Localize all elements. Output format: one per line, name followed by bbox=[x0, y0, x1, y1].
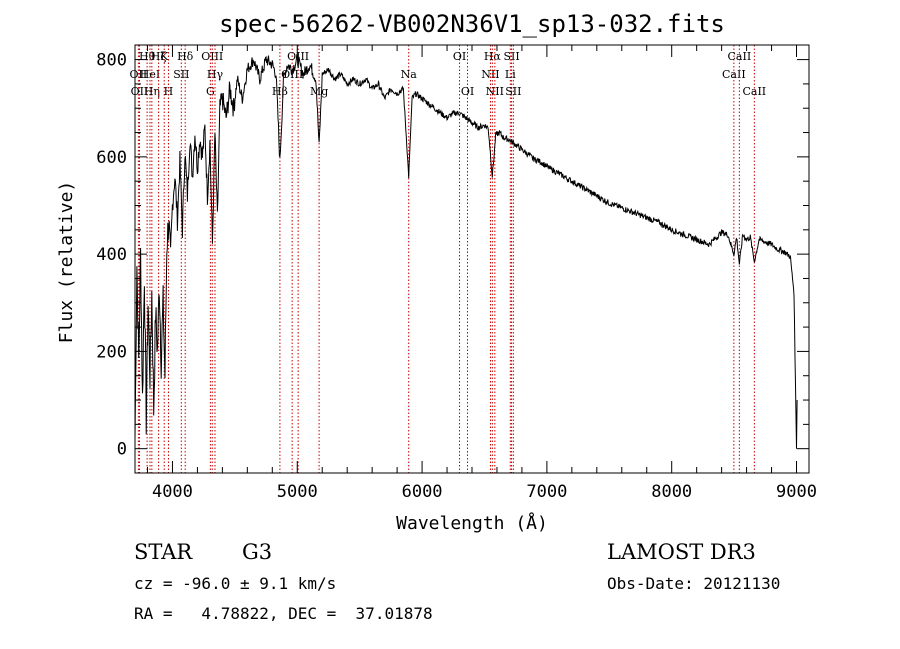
survey-name: LAMOST DR3 bbox=[607, 540, 756, 564]
obs-date: Obs-Date: 20121130 bbox=[607, 574, 781, 593]
y-axis-label: Flux (relative) bbox=[56, 181, 77, 344]
marker-label-15: OIII bbox=[287, 50, 309, 63]
marker-label-9: Hδ bbox=[177, 50, 194, 63]
marker-label-28: CaII bbox=[742, 85, 766, 98]
marker-label-22: NII bbox=[486, 85, 504, 98]
marker-label-19: OI bbox=[461, 85, 474, 98]
marker-label-27: CaII bbox=[728, 50, 752, 63]
marker-label-13: Hβ bbox=[272, 85, 288, 98]
marker-label-21: Hα bbox=[484, 50, 502, 63]
x-tick-label: 4000 bbox=[152, 482, 193, 502]
marker-label-12: Hγ bbox=[207, 68, 224, 81]
x-tick-label: 9000 bbox=[776, 482, 817, 502]
axis-ticks: 4000 5000 6000 7000 8000 9000 0 200 400 600 800 bbox=[96, 45, 817, 502]
x-tick-label: 8000 bbox=[651, 482, 692, 502]
marker-label-10: G bbox=[206, 85, 215, 98]
marker-label-5: Hζ bbox=[151, 50, 167, 63]
spectral-line-markers: OIIOIIHθHeIHηHζKHSIIHδGOIIIHγHβOIIIOIIIM… bbox=[130, 45, 766, 473]
marker-label-6: K bbox=[160, 50, 169, 63]
marker-label-3: HeI bbox=[140, 68, 160, 81]
flux-series bbox=[135, 53, 798, 449]
marker-label-0: OII bbox=[130, 68, 148, 81]
coordinates: RA = 4.78822, DEC = 37.01878 bbox=[134, 604, 433, 623]
marker-label-18: OI bbox=[453, 50, 466, 63]
marker-label-11: OIII bbox=[201, 50, 223, 63]
y-tick-label: 0 bbox=[117, 440, 127, 460]
marker-label-26: CaII bbox=[722, 68, 746, 81]
x-tick-label: 5000 bbox=[277, 482, 318, 502]
marker-label-4: Hη bbox=[144, 85, 160, 98]
x-axis-label: Wavelength (Å) bbox=[396, 512, 548, 534]
y-tick-label: 600 bbox=[96, 148, 127, 168]
x-tick-label: 7000 bbox=[526, 482, 567, 502]
flux-line bbox=[135, 53, 798, 449]
y-tick-label: 800 bbox=[96, 51, 127, 71]
marker-label-24: SII bbox=[503, 50, 519, 63]
marker-label-20: NII bbox=[481, 68, 499, 81]
marker-label-25: SII bbox=[505, 85, 521, 98]
marker-label-8: SII bbox=[173, 68, 189, 81]
object-subclass: G3 bbox=[242, 540, 273, 564]
plot-frame bbox=[134, 44, 810, 474]
marker-label-7: H bbox=[164, 85, 174, 98]
y-tick-label: 200 bbox=[96, 342, 127, 362]
marker-label-16: Mg bbox=[310, 85, 328, 98]
redshift-text: cz = -96.0 ± 9.1 km/s bbox=[134, 574, 337, 593]
y-tick-label: 400 bbox=[96, 245, 127, 265]
object-class: STAR bbox=[134, 540, 193, 564]
marker-label-23: Li bbox=[505, 68, 516, 81]
chart-title: spec-56262-VB002N36V1_sp13-032.fits bbox=[219, 10, 725, 38]
x-tick-label: 6000 bbox=[402, 482, 443, 502]
marker-label-17: Na bbox=[401, 68, 418, 81]
